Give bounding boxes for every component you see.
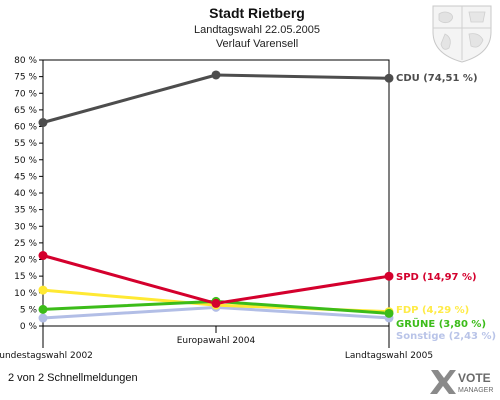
x-tick-label: Landtagswahl 2005 [345,351,433,361]
data-point-spd [38,251,48,261]
y-tick-label: 25 % [14,239,37,249]
y-tick-label: 55 % [14,139,37,149]
data-point-grüne [38,304,48,314]
x-tick-label: Bundestagswahl 2002 [0,351,93,361]
y-tick-label: 75 % [14,73,37,83]
page-info: 2 von 2 Schnellmeldungen [8,372,138,384]
series-label-grüne: GRÜNE (3,80 %) [396,316,486,330]
coat-of-arms-icon [432,5,492,63]
y-axis: 0 % 5 % 10 % 15 % 20 % 25 % 30 % 35 % 40 % 45 % 50… [14,56,43,332]
data-point-cdu [38,118,48,128]
y-tick-label: 20 % [14,256,37,266]
vote-cross-icon [430,370,456,394]
series-label-fdp: FDP (4,29 %) [396,305,469,316]
series-label-spd: SPD (14,97 %) [396,272,477,283]
y-tick-label: 40 % [14,189,37,199]
data-point-fdp [38,285,48,295]
data-point-cdu [384,73,394,83]
plot-area [42,59,390,327]
y-tick-label: 65 % [14,106,37,116]
y-tick-label: 10 % [14,289,37,299]
y-tick-label: 30 % [14,222,37,232]
y-tick-label: 50 % [14,156,37,166]
x-tick-label: Europawahl 2004 [177,336,256,346]
y-tick-label: 15 % [14,272,37,282]
y-tick-label: 60 % [14,123,37,133]
y-tick-label: 80 % [14,56,37,66]
logo-sub: MANAGER [458,387,493,394]
logo-name: VOTE [458,371,491,385]
data-point-grüne [384,308,394,318]
y-tick-label: 5 % [20,305,38,315]
chart-subtitle-district: Verlauf Varensell [216,38,298,50]
data-point-sonstige [38,313,48,323]
data-point-spd [384,271,394,281]
data-point-spd [211,298,221,308]
votemanager-logo: VOTE MANAGER [430,370,493,394]
series-label-sonstige: Sonstige (2,43 %) [396,331,496,342]
chart-title: Stadt Rietberg [209,5,305,21]
y-tick-label: 0 % [20,322,38,332]
series-labels: CDU (74,51 %) SPD (14,97 %) FDP (4,29 %)GR… [396,73,496,342]
x-axis: Bundestagswahl 2002 Europawahl 2004 Landta… [0,326,433,361]
series-label-cdu: CDU (74,51 %) [396,73,478,84]
y-tick-label: 35 % [14,206,37,216]
data-point-cdu [211,70,221,80]
y-tick-label: 45 % [14,172,37,182]
chart-subtitle-election: Landtagswahl 22.05.2005 [194,24,320,36]
y-tick-label: 70 % [14,89,37,99]
series-points [38,70,394,323]
